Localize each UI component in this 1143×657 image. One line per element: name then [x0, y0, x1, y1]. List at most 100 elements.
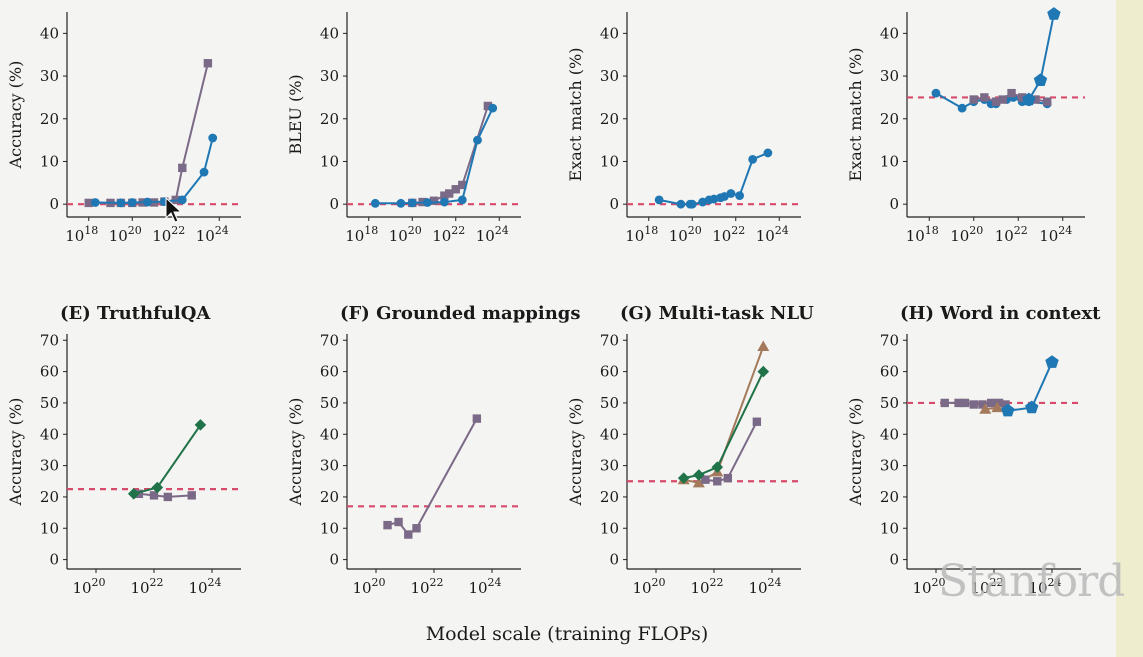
data-point: [979, 403, 992, 414]
y-tick-label: 10: [600, 152, 619, 170]
data-point: [757, 365, 770, 378]
x-tick-label: 1018: [625, 224, 658, 245]
series: [383, 414, 482, 539]
x-tick-label: 1020: [352, 576, 385, 597]
series-line: [412, 105, 489, 204]
data-point: [969, 95, 978, 104]
y-tick-label: 40: [600, 425, 619, 443]
y-tick-label: 70: [320, 331, 339, 349]
data-point: [187, 491, 196, 500]
y-tick-label: 40: [880, 24, 899, 42]
data-point: [458, 180, 467, 190]
panel-title: (F) Grounded mappings: [340, 303, 581, 324]
y-tick-label: 40: [40, 24, 59, 42]
y-tick-label: 10: [40, 152, 59, 170]
y-tick-label: 60: [40, 363, 59, 381]
data-point: [90, 198, 100, 207]
data-point: [483, 101, 493, 111]
data-point: [954, 398, 963, 408]
data-point: [84, 198, 93, 208]
data-point: [1017, 93, 1027, 102]
data-point: [752, 417, 762, 426]
y-tick-label: 30: [600, 67, 619, 85]
data-point: [440, 191, 449, 200]
series-line: [138, 492, 192, 498]
y-tick-label: 0: [609, 195, 619, 213]
series-line: [133, 424, 202, 495]
y-tick-label: 60: [320, 363, 339, 381]
y-tick-label: 0: [889, 195, 899, 213]
y-axis-label: Accuracy (%): [286, 398, 305, 507]
data-point: [931, 88, 941, 98]
y-tick-label: 30: [320, 67, 339, 85]
x-tick-label: 1020: [632, 576, 665, 597]
data-point: [719, 192, 729, 201]
data-point: [407, 198, 417, 208]
data-point: [957, 103, 967, 113]
data-point: [676, 199, 686, 209]
data-point: [763, 148, 773, 158]
y-tick-label: 20: [600, 488, 619, 506]
x-tick-label: 1022: [432, 224, 465, 245]
y-tick-label: 20: [320, 110, 339, 128]
y-tick-label: 0: [609, 551, 619, 569]
data-point: [654, 195, 664, 205]
data-point: [709, 194, 719, 204]
data-point: [701, 475, 710, 484]
data-point: [687, 199, 697, 209]
data-point: [960, 398, 970, 408]
x-tick-label: 1024: [196, 224, 229, 245]
series: [370, 103, 498, 208]
y-tick-label: 20: [600, 110, 619, 128]
data-point: [396, 198, 406, 208]
series-line: [1028, 13, 1055, 101]
x-tick-label: 1024: [188, 576, 221, 597]
y-tick-label: 0: [49, 195, 59, 213]
x-tick-label: 1024: [756, 224, 789, 245]
data-point: [199, 167, 209, 177]
data-point: [1025, 400, 1039, 414]
series: [677, 365, 770, 484]
x-tick-label: 1024: [1028, 576, 1061, 597]
data-point: [370, 198, 380, 208]
data-point: [127, 488, 140, 500]
data-point: [692, 476, 705, 488]
y-tick-label: 20: [40, 488, 59, 506]
data-point: [412, 524, 421, 533]
x-tick-label: 1022: [690, 576, 723, 597]
data-point: [980, 93, 989, 102]
y-tick-label: 10: [880, 152, 899, 170]
data-point: [986, 398, 996, 408]
y-tick-label: 60: [600, 363, 619, 381]
data-point: [748, 154, 758, 164]
data-point: [404, 530, 413, 539]
data-point: [1007, 88, 1016, 98]
y-axis-label: Accuracy (%): [846, 398, 865, 507]
y-tick-label: 40: [40, 425, 59, 443]
data-point: [116, 198, 126, 208]
y-tick-label: 70: [880, 331, 899, 349]
data-point: [457, 195, 467, 205]
data-point: [429, 196, 439, 205]
series-line: [88, 63, 209, 204]
series: [408, 101, 493, 208]
panel-title: (E) TruthfulQA: [60, 303, 211, 324]
data-point: [445, 189, 454, 198]
y-tick-label: 0: [49, 551, 59, 569]
data-point: [1031, 95, 1040, 104]
data-point: [991, 401, 1004, 413]
y-tick-label: 60: [880, 363, 899, 381]
series-line: [375, 107, 494, 205]
y-tick-label: 20: [880, 488, 899, 506]
y-axis-label: BLEU (%): [286, 74, 305, 154]
series: [979, 401, 1004, 414]
data-point: [151, 481, 164, 494]
y-tick-label: 20: [320, 488, 339, 506]
series-line: [387, 418, 478, 536]
